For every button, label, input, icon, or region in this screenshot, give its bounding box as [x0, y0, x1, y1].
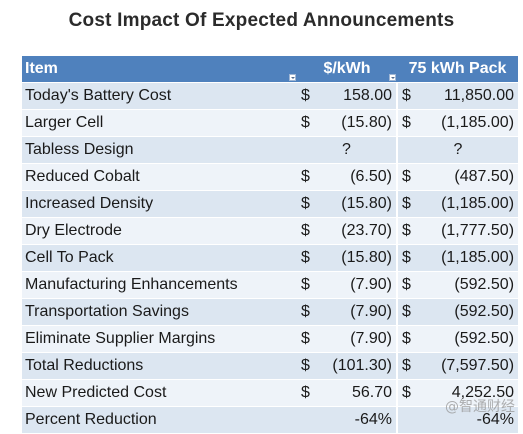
currency-symbol: $	[397, 325, 417, 353]
row-label: Eliminate Supplier Margins	[22, 325, 297, 353]
per-kwh-value: (15.80)	[317, 190, 398, 218]
row-label: Percent Reduction	[22, 406, 297, 434]
header-pack-label: 75 kWh Pack	[408, 60, 507, 77]
currency-symbol: $	[397, 352, 417, 380]
table-row: Percent Reduction -64% -64%	[22, 406, 519, 434]
row-label: Transportation Savings	[22, 298, 297, 326]
pack-value: (1,185.00)	[417, 244, 519, 272]
table-row: Larger Cell $ (15.80) $ (1,185.00)	[22, 109, 519, 137]
header-per-kwh[interactable]: $/kWh	[297, 56, 397, 83]
per-kwh-value: 158.00	[317, 82, 398, 110]
pack-value: (592.50)	[417, 325, 519, 353]
pack-value: (1,185.00)	[417, 109, 519, 137]
currency-symbol: $	[297, 271, 317, 299]
table-row: Eliminate Supplier Margins $ (7.90) $ (5…	[22, 325, 519, 353]
table-row: Dry Electrode $ (23.70) $ (1,777.50)	[22, 217, 519, 245]
per-kwh-value: (15.80)	[317, 244, 398, 272]
header-row: Item $/kWh 75 kWh Pack	[22, 56, 519, 83]
table-row: Increased Density $ (15.80) $ (1,185.00)	[22, 190, 519, 218]
pack-value: ?	[397, 136, 519, 164]
table-row: Total Reductions $ (101.30) $ (7,597.50)	[22, 352, 519, 380]
row-label: New Predicted Cost	[22, 379, 297, 407]
filter-dropdown-icon[interactable]	[289, 74, 296, 81]
currency-symbol: $	[397, 163, 417, 191]
per-kwh-value: (23.70)	[317, 217, 398, 245]
per-kwh-value: (15.80)	[317, 109, 398, 137]
row-label: Reduced Cobalt	[22, 163, 297, 191]
page-title: Cost Impact Of Expected Announcements	[68, 10, 455, 31]
currency-symbol: $	[297, 325, 317, 353]
pack-value: (1,185.00)	[417, 190, 519, 218]
table-row: Reduced Cobalt $ (6.50) $ (487.50)	[22, 163, 519, 191]
currency-symbol: $	[297, 244, 317, 272]
per-kwh-value: 56.70	[317, 379, 398, 407]
header-item[interactable]: Item	[22, 56, 297, 83]
currency-symbol: $	[297, 298, 317, 326]
currency-symbol: $	[397, 271, 417, 299]
per-kwh-value: -64%	[297, 406, 398, 434]
currency-symbol: $	[297, 190, 317, 218]
table-row: Transportation Savings $ (7.90) $ (592.5…	[22, 298, 519, 326]
pack-value: (7,597.50)	[417, 352, 519, 380]
currency-symbol: $	[397, 217, 417, 245]
currency-symbol: $	[397, 379, 417, 407]
header-item-label: Item	[25, 60, 58, 77]
row-label: Cell To Pack	[22, 244, 297, 272]
currency-symbol: $	[397, 190, 417, 218]
row-label: Tabless Design	[22, 136, 297, 164]
currency-symbol: $	[397, 82, 417, 110]
pack-value: (487.50)	[417, 163, 519, 191]
filter-dropdown-icon[interactable]	[389, 74, 396, 81]
per-kwh-value: (7.90)	[317, 325, 398, 353]
table-row: Cell To Pack $ (15.80) $ (1,185.00)	[22, 244, 519, 272]
currency-symbol: $	[297, 352, 317, 380]
per-kwh-value: (101.30)	[317, 352, 398, 380]
currency-symbol: $	[297, 379, 317, 407]
watermark: @智通财经	[445, 399, 515, 415]
header-pack[interactable]: 75 kWh Pack	[397, 56, 519, 83]
table-row: New Predicted Cost $ 56.70 $ 4,252.50	[22, 379, 519, 407]
pack-value: (592.50)	[417, 271, 519, 299]
pack-value: 4,252.50	[417, 379, 519, 407]
per-kwh-value: (7.90)	[317, 271, 398, 299]
currency-symbol: $	[397, 244, 417, 272]
row-label: Increased Density	[22, 190, 297, 218]
row-label: Larger Cell	[22, 109, 297, 137]
currency-symbol: $	[397, 109, 417, 137]
currency-symbol: $	[297, 163, 317, 191]
currency-symbol: $	[297, 217, 317, 245]
pack-value: (1,777.50)	[417, 217, 519, 245]
per-kwh-value: ?	[297, 136, 398, 164]
currency-symbol: $	[297, 82, 317, 110]
row-label: Manufacturing Enhancements	[22, 271, 297, 299]
table-row: Today's Battery Cost $ 158.00 $ 11,850.0…	[22, 82, 519, 110]
table-row: Manufacturing Enhancements $ (7.90) $ (5…	[22, 271, 519, 299]
row-label: Dry Electrode	[22, 217, 297, 245]
currency-symbol: $	[297, 109, 317, 137]
pack-value: (592.50)	[417, 298, 519, 326]
row-label: Today's Battery Cost	[22, 82, 297, 110]
header-per-kwh-label: $/kWh	[323, 60, 371, 77]
cost-table: Item $/kWh 75 kWh Pack Today's Battery C…	[22, 56, 519, 434]
currency-symbol: $	[397, 298, 417, 326]
table-row: Tabless Design ? ?	[22, 136, 519, 164]
per-kwh-value: (7.90)	[317, 298, 398, 326]
per-kwh-value: (6.50)	[317, 163, 398, 191]
pack-value: 11,850.00	[417, 82, 519, 110]
row-label: Total Reductions	[22, 352, 297, 380]
